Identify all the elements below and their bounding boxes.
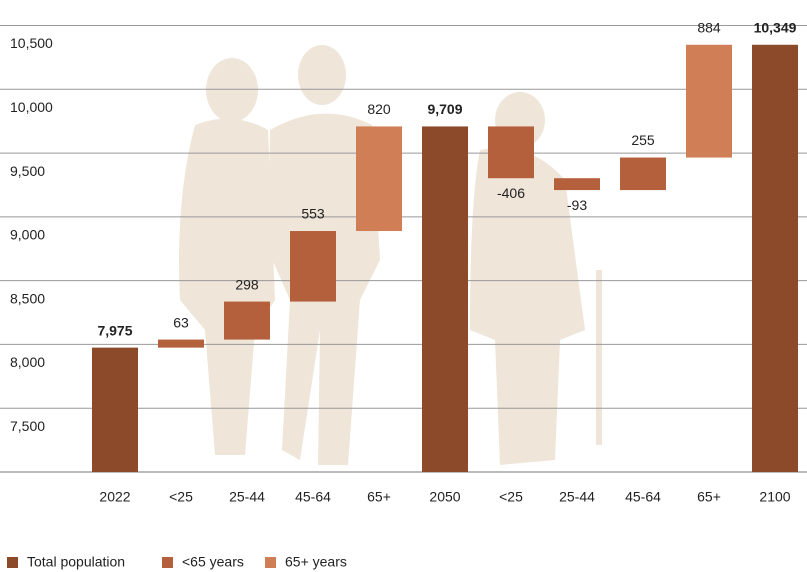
y-tick-label: 10,500 — [10, 35, 53, 51]
y-tick-label: 8,500 — [10, 290, 45, 306]
legend-swatch — [162, 557, 173, 568]
y-tick-label: 8,000 — [10, 354, 45, 370]
data-label: 884 — [697, 19, 721, 35]
bar — [356, 126, 402, 232]
y-tick-label: 9,500 — [10, 163, 45, 179]
legend-label: 65+ years — [285, 554, 347, 570]
x-tick-label: 45-64 — [295, 489, 331, 505]
x-tick-label: 2050 — [429, 489, 460, 505]
data-label: 553 — [301, 206, 325, 222]
data-label: 7,975 — [97, 322, 132, 338]
x-tick-label: 45-64 — [625, 489, 661, 505]
bar — [752, 44, 798, 472]
x-tick-label: 25-44 — [229, 489, 265, 505]
bar — [224, 301, 270, 340]
x-tick-label: <25 — [499, 489, 523, 505]
silhouettes — [179, 45, 602, 466]
legend-swatch — [265, 557, 276, 568]
y-tick-label: 9,000 — [10, 227, 45, 243]
data-label: 9,709 — [427, 101, 462, 117]
data-label: 298 — [235, 276, 259, 292]
bar — [620, 157, 666, 191]
legend-label: <65 years — [182, 554, 244, 570]
bar — [554, 178, 600, 191]
x-tick-label: <25 — [169, 489, 193, 505]
bar — [488, 126, 534, 179]
bar — [158, 339, 204, 348]
y-tick-label: 7,500 — [10, 418, 45, 434]
legend-label: Total population — [27, 554, 125, 570]
data-label: 10,349 — [754, 19, 797, 35]
data-label: 255 — [631, 132, 655, 148]
data-label: -406 — [497, 185, 525, 201]
data-label: 820 — [367, 101, 391, 117]
bar — [686, 44, 732, 158]
x-tick-label: 2022 — [99, 489, 130, 505]
bar — [290, 231, 336, 302]
bar — [92, 347, 138, 472]
data-label: 63 — [173, 314, 189, 330]
bar — [422, 126, 468, 472]
data-label: -93 — [567, 197, 587, 213]
legend-swatch — [7, 557, 18, 568]
y-tick-label: 10,000 — [10, 99, 53, 115]
x-tick-label: 25-44 — [559, 489, 595, 505]
x-tick-label: 65+ — [367, 489, 391, 505]
x-tick-label: 65+ — [697, 489, 721, 505]
x-tick-label: 2100 — [759, 489, 790, 505]
